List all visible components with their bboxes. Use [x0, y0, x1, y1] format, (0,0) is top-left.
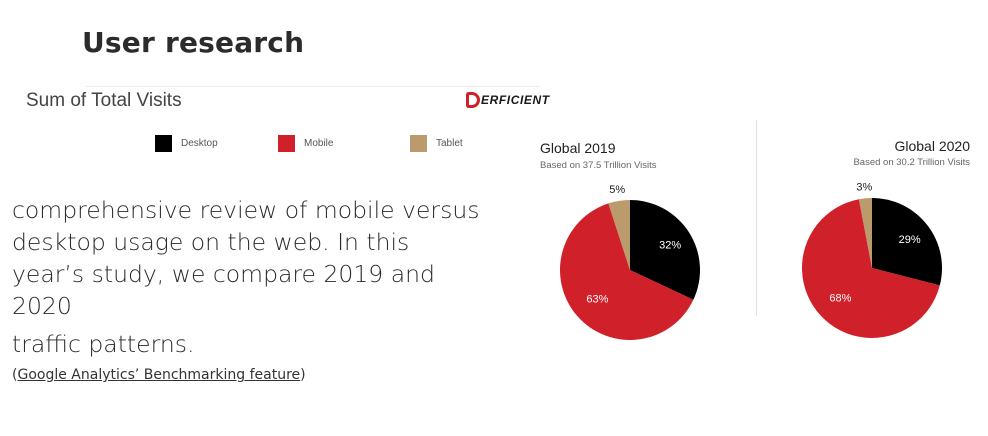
- pie-2019-subtitle: Based on 37.5 Trillion Visits: [540, 160, 657, 171]
- body-line: comprehensive review of mobile versus: [12, 196, 480, 224]
- pie-slice-tablet: [858, 198, 872, 268]
- legend-swatch-mobile: [278, 135, 295, 152]
- pie-2019: 32% 63% 5%: [560, 184, 700, 340]
- source-link[interactable]: Google Analytics’ Benchmarking feature: [17, 367, 301, 383]
- chart-divider: [756, 120, 757, 316]
- legend-label-tablet: Tablet: [436, 138, 463, 149]
- body-line: year’s study, we compare 2019 and 2020: [12, 260, 435, 320]
- pie-label-desktop: 29%: [899, 234, 921, 246]
- pie-2019-svg: 32% 63% 5%: [560, 184, 700, 340]
- pie-2020-svg: 29% 68% 3%: [802, 181, 942, 338]
- pie-2020-title: Global 2020: [894, 138, 970, 154]
- legend-item-tablet: Tablet: [410, 135, 463, 152]
- pie-slice-desktop: [872, 198, 942, 286]
- pie-2020-subtitle: Based on 30.2 Trillion Visits: [853, 157, 970, 168]
- body-line: traffic patterns.: [12, 330, 195, 358]
- logo-p-icon: [466, 92, 480, 108]
- pie-slice-desktop: [630, 200, 700, 300]
- source-citation: (Google Analytics’ Benchmarking feature): [12, 367, 306, 383]
- pie-label-mobile: 68%: [829, 293, 851, 305]
- pie-slice-tablet: [608, 200, 630, 270]
- pie-slice-mobile: [802, 199, 940, 338]
- body-line: desktop usage on the web. In this: [12, 228, 410, 256]
- logo-wordmark: ERFICIENT: [481, 93, 550, 107]
- perficient-logo: ERFICIENT: [466, 90, 550, 110]
- legend-swatch-tablet: [410, 135, 427, 152]
- source-close-paren: ): [300, 367, 306, 383]
- chart-heading: Sum of Total Visits: [26, 90, 182, 111]
- pie-label-desktop: 32%: [659, 239, 681, 251]
- legend-item-desktop: Desktop: [155, 135, 218, 152]
- pie-label-tablet: 3%: [856, 181, 872, 193]
- pie-2019-title: Global 2019: [540, 140, 616, 156]
- page-title: User research: [82, 26, 305, 59]
- pie-label-mobile: 63%: [586, 294, 608, 306]
- legend-item-mobile: Mobile: [278, 135, 333, 152]
- pie-label-tablet: 5%: [609, 184, 625, 196]
- pie-slice-mobile: [560, 203, 694, 340]
- pie-2020: 29% 68% 3%: [802, 181, 942, 338]
- legend-swatch-desktop: [155, 135, 172, 152]
- title-divider: [86, 86, 540, 87]
- legend-label-mobile: Mobile: [304, 138, 334, 149]
- legend-label-desktop: Desktop: [181, 138, 218, 149]
- source-open-paren: (: [12, 367, 18, 383]
- body-paragraph: comprehensive review of mobile versus de…: [12, 194, 502, 360]
